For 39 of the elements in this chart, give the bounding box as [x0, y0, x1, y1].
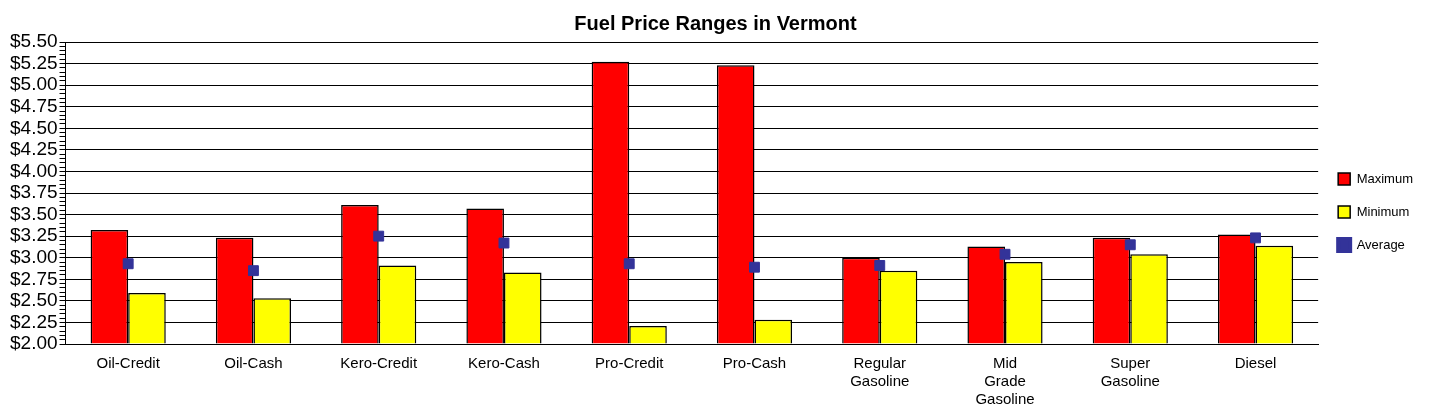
point [623, 258, 635, 270]
point [999, 248, 1011, 260]
legend-label: Average [1356, 236, 1405, 252]
x-tick-label: Mid Grade Gasoline [975, 354, 1035, 408]
x-tick-label: Pro-Credit [595, 354, 665, 372]
y-tick-label: $2.25 [10, 310, 58, 332]
point [1250, 232, 1261, 244]
point [1124, 239, 1136, 251]
y-tick-label: $4.50 [10, 116, 58, 138]
x-tick-label: Regular Gasoline [850, 354, 910, 390]
chart-title: Fuel Price Ranges in Vermont [574, 11, 857, 34]
x-tick-label: Diesel [1234, 354, 1277, 372]
x-tick-label: Oil-Credit [96, 354, 161, 372]
legend-label: Maximum [1356, 170, 1414, 186]
y-tick-label: $4.75 [10, 94, 58, 116]
x-tick-label: Oil-Cash [224, 354, 283, 372]
point [247, 265, 259, 277]
y-tick-label: $3.50 [10, 202, 58, 224]
legend-label: Minimum [1356, 203, 1410, 219]
y-tick-label: $2.50 [10, 289, 58, 311]
y-tick-label: $4.00 [10, 159, 58, 181]
y-tick-label: $3.00 [10, 245, 58, 267]
point [122, 258, 134, 270]
point [749, 261, 760, 273]
x-tick-label: Kero-Credit [340, 354, 418, 372]
point [373, 230, 385, 242]
y-tick-label: $2.00 [10, 332, 58, 354]
y-tick-label: $2.75 [10, 267, 58, 289]
y-tick-label: $3.25 [10, 224, 58, 246]
x-tick-label: Kero-Cash [468, 354, 540, 372]
x-tick-label: Pro-Cash [722, 354, 787, 372]
x-tick-label: Super Gasoline [1100, 354, 1160, 390]
point [874, 260, 886, 271]
point [498, 237, 510, 249]
y-tick-label: $3.75 [10, 181, 58, 203]
y-tick-label: $4.25 [10, 138, 58, 160]
y-tick-label: $5.25 [10, 51, 58, 73]
y-tick-label: $5.00 [10, 73, 58, 95]
y-tick-label: $5.50 [10, 30, 58, 52]
